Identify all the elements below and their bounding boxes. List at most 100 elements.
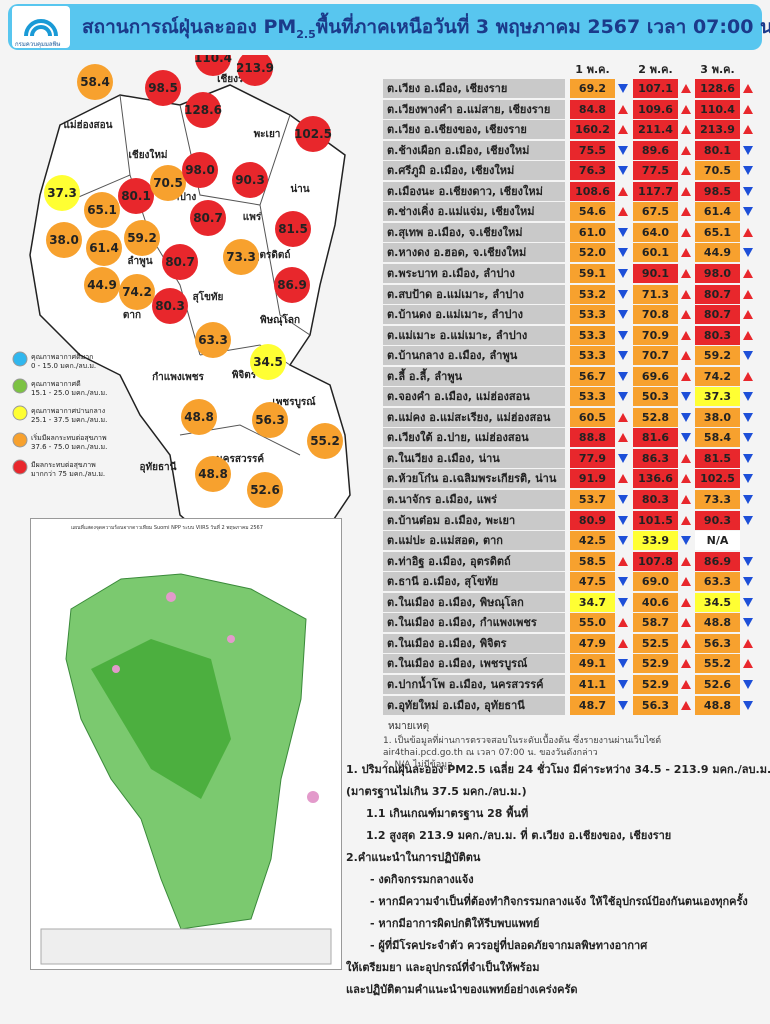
province-label: อุทัยธานี [139,461,176,473]
pm-value: 59.1 [570,263,615,283]
trend-arrow [681,679,691,689]
trend-arrow [618,207,628,217]
trend-arrow [743,453,753,463]
bubble-value: 44.9 [87,278,117,292]
trend-arrow [618,577,628,587]
station-name: ต.แม่ปะ อ.แม่สอด, ตาก [383,531,565,551]
pm-value: 64.0 [633,222,678,242]
bubble-value: 86.9 [277,278,307,292]
trend-arrow [743,310,753,320]
trend-arrow [681,186,691,196]
pm-bubble [124,220,160,256]
pm-value: 70.9 [633,325,678,345]
summary-line: 1. ปริมาณฝุ่นละออง PM2.5 เฉลี่ย 24 ชั่วโ… [346,763,770,776]
pm-value: 90.1 [633,263,678,283]
legend-label: เริ่มมีผลกระทบต่อสุขภาพ [31,434,107,442]
station-name: ต.อุทัยใหม่ อ.เมือง, อุทัยธานี [383,695,565,715]
pm-value: 48.8 [695,695,740,715]
bubble-value: 80.3 [155,299,185,313]
pm-bubble [195,456,231,492]
station-name: ต.ท่าอิฐ อ.เมือง, อุตรดิตถ์ [383,551,565,571]
pm-value: 56.3 [633,695,678,715]
province-label: แม่ฮ่องสอน [64,119,113,131]
pm-value: 211.4 [633,120,678,140]
trend-arrow [681,166,691,176]
pm-value: 61.4 [695,202,740,222]
title-text: สถานการณ์ฝุ่นละออง PM [82,16,297,38]
station-name: ต.สุเทพ อ.เมือง, จ.เชียงใหม่ [383,222,565,242]
forest [91,639,231,799]
pm-value: 74.2 [695,366,740,386]
pm-value: 44.9 [695,243,740,263]
station-name: ต.จองคำ อ.เมือง, แม่ฮ่องสอน [383,387,565,407]
trend-arrow [681,371,691,381]
bubble-value: 48.8 [184,410,214,424]
legend-swatch [12,378,28,394]
trend-arrow [743,145,753,155]
station-name: ต.พระบาท อ.เมือง, ลำปาง [383,263,565,283]
pm-value: 37.3 [695,387,740,407]
station-name: ต.เวียงใต้ อ.ปาย, แม่ฮ่องสอน [383,428,565,448]
province-label: อุตรดิตถ์ [254,249,291,261]
trend-arrow [743,392,753,402]
pm-bubble [247,472,283,508]
bubble-value: 56.3 [255,413,285,427]
bubble-value: 55.2 [310,434,340,448]
summary-line: 1.2 สูงสุด 213.9 มคก./ลบ.ม. ที่ ต.เวียง … [366,829,672,842]
station-name: ต.เวียง อ.เชียงของ, เชียงราย [383,120,565,140]
trend-arrow [618,186,628,196]
summary-line: - หากมีความจำเป็นที่ต้องทำกิจกรรมกลางแจ้… [370,895,748,908]
pm-value: 107.1 [633,79,678,98]
trend-arrow [743,371,753,381]
column-header: 2 พ.ค. [638,63,673,76]
pm-value: 52.6 [695,674,740,694]
summary-line: - หากมีอาการผิดปกติให้รีบพบแพทย์ [370,917,540,930]
trend-arrow [618,371,628,381]
station-name: ต.สบป้าด อ.แม่เมาะ, ลำปาง [383,284,565,304]
trend-arrow [618,474,628,484]
pm-value: 86.9 [695,551,740,571]
note-line: 2. N/A ไม่มีข้อมูล [383,760,453,771]
pm-value: 53.3 [570,305,615,325]
pm-value: 56.3 [695,633,740,653]
legend-label: คุณภาพอากาศดีมาก [31,353,94,361]
column-header: 3 พ.ค. [700,63,735,76]
station-name: ต.บ้านดง อ.แม่เมาะ, ลำปาง [383,305,565,325]
pm-value: 52.0 [570,243,615,263]
legend-range: 15.1 - 25.0 มคก./ลบ.ม. [31,389,108,397]
trend-arrow [618,412,628,422]
trend-arrow [618,679,628,689]
pm-value: 107.8 [633,551,678,571]
trend-arrow [743,474,753,484]
trend-arrow [743,186,753,196]
pm-value: 63.3 [695,572,740,592]
pm-value: 69.0 [633,572,678,592]
hotspot [166,592,176,602]
pm-value: 65.1 [695,222,740,242]
trend-arrow [743,227,753,237]
pm-value: 71.3 [633,284,678,304]
bubble-value: 61.4 [89,241,119,255]
trend-arrow [681,536,691,546]
pm-value: 53.3 [570,387,615,407]
pm-bubble [77,64,113,100]
bubble-value: 58.4 [80,75,110,89]
pm-value: 98.5 [695,181,740,201]
legend-range: 37.6 - 75.0 มคก./ลบ.ม. [31,443,108,451]
pm-value: 60.1 [633,243,678,263]
trend-arrow [743,104,753,114]
pm-value: 55.0 [570,613,615,633]
pm-value: 47.9 [570,633,615,653]
bubble-value: 90.3 [235,173,265,187]
trend-arrow [618,125,628,135]
trend-arrow [681,145,691,155]
hotspot [307,791,319,803]
trend-arrow [681,700,691,710]
title-text: พื้นที่ภาคเหนือวันที่ 3 พฤษภาคม 2567 เวล… [315,16,770,38]
pm-bubble [295,116,331,152]
trend-arrow [618,515,628,525]
station-name: ต.ลี้ อ.ลี้, ลำพูน [383,366,565,386]
pm-value: 34.5 [695,592,740,612]
bubble-value: 102.5 [294,127,332,141]
